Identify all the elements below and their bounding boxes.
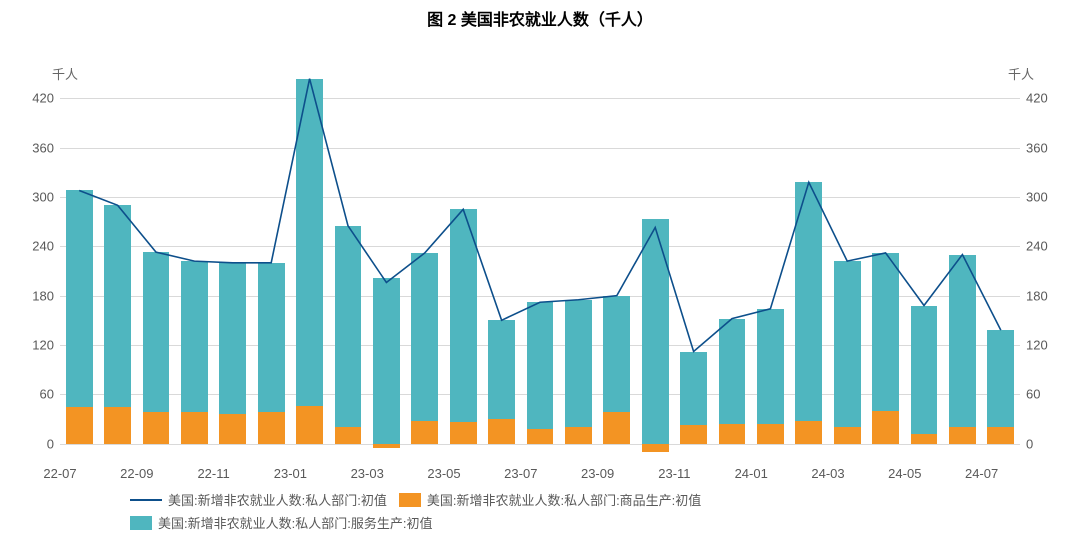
legend-services-swatch [130,516,152,530]
chart-container: 千人 千人 美国:新增非农就业人数:私人部门:初值 美国:新增非农就业人数:私人… [0,30,1080,540]
legend-goods-label: 美国:新增非农就业人数:私人部门:商品生产:初值 [427,490,701,509]
line-series [60,82,1020,460]
y-tick-label-left: 120 [32,337,54,352]
y-tick-label-right: 240 [1026,239,1048,254]
x-tick-label: 22-09 [120,466,153,481]
legend-item-goods: 美国:新增非农就业人数:私人部门:商品生产:初值 [399,490,701,509]
x-tick-label: 23-11 [658,466,690,481]
x-tick-label: 22-11 [197,466,229,481]
y-axis-unit-right: 千人 [1008,64,1034,83]
x-tick-label: 23-09 [581,466,614,481]
legend-services-label: 美国:新增非农就业人数:私人部门:服务生产:初值 [158,513,432,532]
x-tick-label: 24-01 [735,466,768,481]
x-tick-label: 24-03 [811,466,844,481]
x-tick-label: 23-05 [427,466,460,481]
y-tick-label-left: 60 [40,387,54,402]
y-tick-label-right: 360 [1026,140,1048,155]
x-tick-label: 23-07 [504,466,537,481]
y-tick-label-left: 0 [47,436,54,451]
x-tick-label: 23-01 [274,466,307,481]
y-tick-label-right: 120 [1026,337,1048,352]
x-tick-label: 23-03 [351,466,384,481]
legend-item-services: 美国:新增非农就业人数:私人部门:服务生产:初值 [130,513,432,532]
chart-title: 图 2 美国非农就业人数（千人） [0,0,1080,30]
legend-line-swatch [130,499,162,501]
legend-line-label: 美国:新增非农就业人数:私人部门:初值 [168,490,387,509]
y-tick-label-right: 420 [1026,91,1048,106]
y-tick-label-left: 360 [32,140,54,155]
plot-area [60,82,1020,460]
y-tick-label-right: 60 [1026,387,1040,402]
y-tick-label-left: 420 [32,91,54,106]
y-tick-label-left: 240 [32,239,54,254]
y-axis-unit-left: 千人 [52,64,78,83]
x-tick-label: 24-05 [888,466,921,481]
x-tick-label: 22-07 [43,466,76,481]
y-tick-label-left: 180 [32,288,54,303]
legend-goods-swatch [399,493,421,507]
y-tick-label-left: 300 [32,190,54,205]
x-tick-label: 24-07 [965,466,998,481]
y-tick-label-right: 0 [1026,436,1033,451]
y-tick-label-right: 180 [1026,288,1048,303]
legend-item-line: 美国:新增非农就业人数:私人部门:初值 [130,490,387,509]
legend: 美国:新增非农就业人数:私人部门:初值 美国:新增非农就业人数:私人部门:商品生… [130,490,701,536]
y-tick-label-right: 300 [1026,190,1048,205]
